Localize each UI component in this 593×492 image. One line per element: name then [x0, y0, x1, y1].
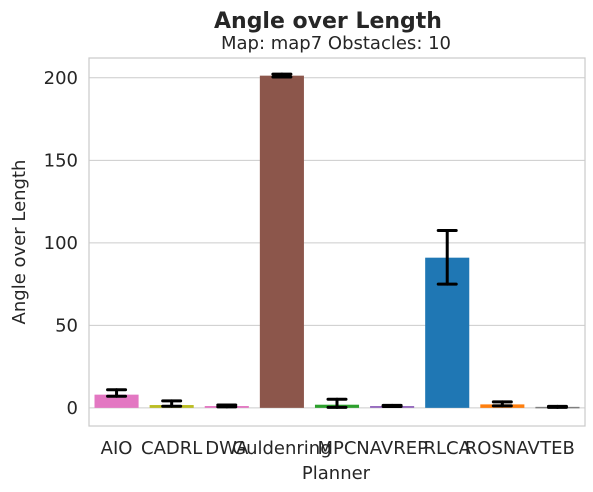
- error-bar-guldenring: [271, 72, 293, 79]
- bar-aio: [94, 394, 139, 408]
- x-tick-label: ROSNAV: [465, 438, 541, 459]
- x-axis-label: Planner: [302, 463, 371, 484]
- plot-frame: [88, 57, 586, 427]
- y-tick-labels: 0 50 100 150 200: [44, 68, 78, 419]
- y-tick-label: 200: [44, 68, 78, 89]
- y-tick-label: 0: [67, 398, 78, 419]
- bars: [94, 75, 580, 409]
- error-bar-aio: [106, 388, 128, 398]
- x-tick-label: DWA: [205, 438, 249, 459]
- error-bar-mpc: [326, 397, 348, 409]
- y-axis-label: Angle over Length: [9, 160, 30, 325]
- x-tick-label: RLCA: [424, 438, 472, 459]
- y-tick-label: 150: [44, 150, 78, 171]
- chart-title: Angle over Length: [214, 9, 442, 34]
- error-bar-rlca: [436, 228, 458, 286]
- bar-guldenring: [259, 75, 304, 408]
- error-bars: [106, 72, 568, 409]
- x-tick-label: NAVREP: [356, 438, 428, 459]
- x-tick-label: TEB: [539, 438, 575, 459]
- grid-lines: [89, 77, 585, 409]
- error-bar-dwa: [216, 403, 238, 409]
- y-tick-label: 50: [55, 315, 78, 336]
- x-tick-label: AIO: [101, 438, 133, 459]
- x-tick-label: Guldenring: [232, 438, 332, 459]
- error-bar-cadrl: [161, 399, 183, 408]
- error-bar-teb: [546, 404, 568, 409]
- x-tick-label: CADRL: [141, 438, 202, 459]
- error-bar-navrep: [381, 403, 403, 409]
- chart-subtitle: Map: map7 Obstacles: 10: [221, 33, 451, 54]
- error-bar-rosnav: [491, 400, 513, 408]
- x-tick-label: MPC: [318, 438, 357, 459]
- y-tick-label: 100: [44, 233, 78, 254]
